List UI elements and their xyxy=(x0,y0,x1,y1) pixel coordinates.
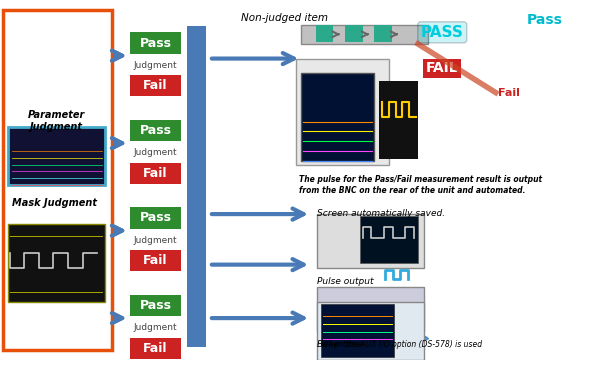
FancyBboxPatch shape xyxy=(130,250,181,272)
FancyBboxPatch shape xyxy=(8,127,105,185)
FancyBboxPatch shape xyxy=(130,120,181,141)
Text: Non-judged item: Non-judged item xyxy=(241,13,328,23)
Text: Pass: Pass xyxy=(140,36,172,50)
FancyBboxPatch shape xyxy=(8,224,105,301)
Text: Judgment: Judgment xyxy=(134,323,178,332)
FancyBboxPatch shape xyxy=(130,32,181,54)
FancyBboxPatch shape xyxy=(130,338,181,359)
Text: When the AUX I/O option (DS-578) is used: When the AUX I/O option (DS-578) is used xyxy=(321,341,482,349)
FancyBboxPatch shape xyxy=(130,207,181,228)
FancyBboxPatch shape xyxy=(321,304,394,357)
FancyBboxPatch shape xyxy=(130,162,181,184)
FancyBboxPatch shape xyxy=(379,81,418,159)
FancyBboxPatch shape xyxy=(359,216,418,263)
Text: The pulse for the Pass/Fail measurement result is output
from the BNC on the rea: The pulse for the Pass/Fail measurement … xyxy=(299,175,542,195)
FancyBboxPatch shape xyxy=(3,10,112,350)
Text: Pass: Pass xyxy=(140,124,172,137)
Text: Pulse output: Pulse output xyxy=(317,277,373,286)
Text: Screen automatically saved.: Screen automatically saved. xyxy=(317,209,445,218)
FancyBboxPatch shape xyxy=(301,73,374,161)
FancyBboxPatch shape xyxy=(296,58,389,165)
FancyBboxPatch shape xyxy=(317,301,424,360)
Text: Mask Judgment: Mask Judgment xyxy=(11,197,97,208)
FancyBboxPatch shape xyxy=(316,24,334,42)
Text: Fail: Fail xyxy=(143,167,168,180)
Polygon shape xyxy=(301,24,428,44)
FancyBboxPatch shape xyxy=(317,287,424,331)
FancyBboxPatch shape xyxy=(317,214,424,268)
Text: Pass: Pass xyxy=(526,13,562,27)
Text: Judgment: Judgment xyxy=(134,236,178,245)
Text: Fail: Fail xyxy=(143,79,168,92)
Text: Fail: Fail xyxy=(143,342,168,355)
Text: Judgment: Judgment xyxy=(134,148,178,157)
FancyBboxPatch shape xyxy=(187,27,206,347)
Text: Pass: Pass xyxy=(140,299,172,312)
Text: Fail: Fail xyxy=(143,254,168,267)
Text: PASS: PASS xyxy=(421,25,464,40)
FancyBboxPatch shape xyxy=(345,24,362,42)
Text: Parameter
Judgment: Parameter Judgment xyxy=(28,110,85,132)
Text: Fail: Fail xyxy=(497,88,520,97)
Text: Beep tone: Beep tone xyxy=(317,341,363,349)
Text: Pass: Pass xyxy=(140,211,172,224)
FancyBboxPatch shape xyxy=(130,295,181,316)
Text: FAIL: FAIL xyxy=(426,61,458,75)
FancyBboxPatch shape xyxy=(130,75,181,96)
FancyBboxPatch shape xyxy=(374,24,392,42)
Text: Judgment: Judgment xyxy=(134,61,178,70)
